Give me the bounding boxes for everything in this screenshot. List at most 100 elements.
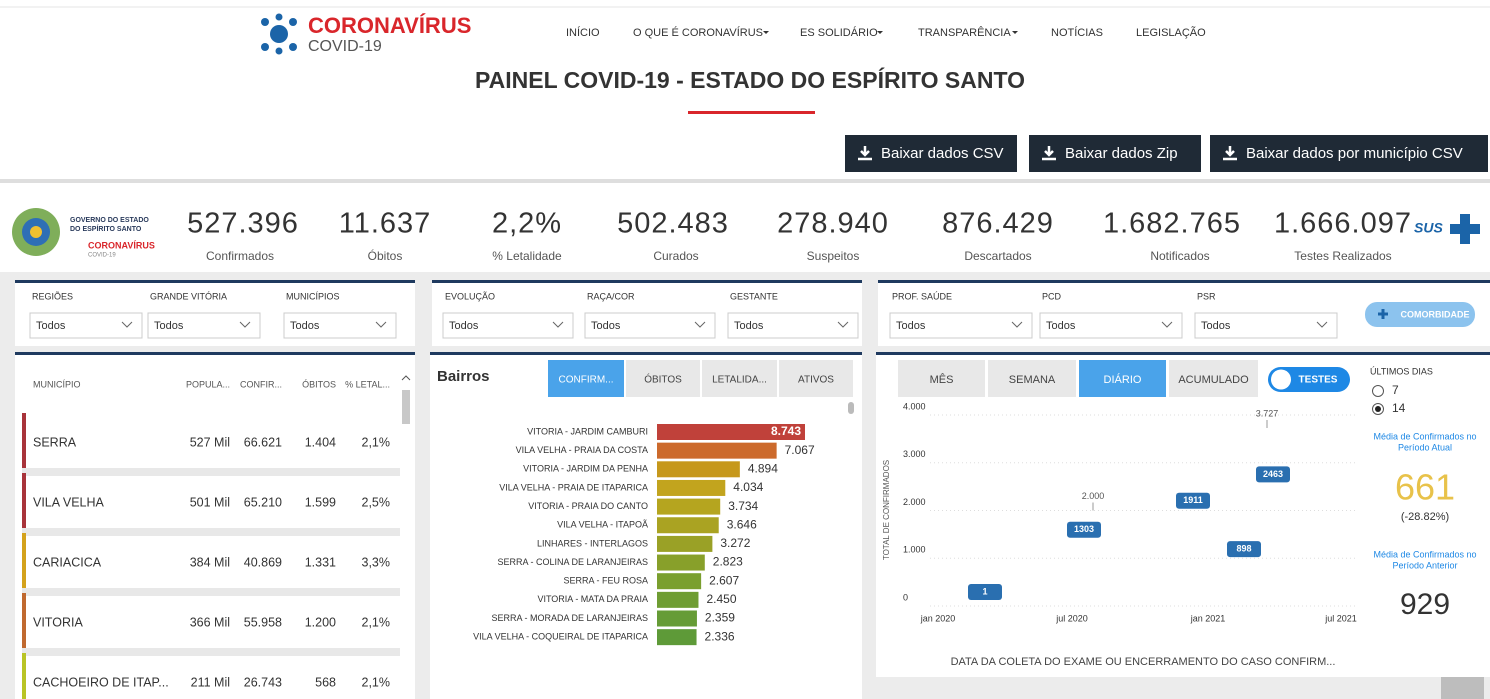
panel-top-border bbox=[15, 280, 415, 283]
stat-value: 278.940 bbox=[777, 208, 889, 240]
filter-label: EVOLUÇÃO bbox=[445, 291, 495, 301]
nav-item[interactable]: O QUE É CORONAVÍRUS bbox=[633, 26, 763, 39]
bar bbox=[657, 629, 697, 646]
cell: 527 Mil bbox=[190, 435, 230, 449]
tab[interactable] bbox=[702, 360, 777, 397]
value-label: 7.067 bbox=[785, 443, 815, 457]
value-label: 3.272 bbox=[720, 536, 750, 550]
cell: 211 Mil bbox=[191, 675, 230, 689]
radio[interactable] bbox=[1372, 385, 1384, 397]
filter-dropdown[interactable] bbox=[283, 312, 397, 339]
bar-label: VITORIA - MATA DA PRAIA bbox=[537, 594, 648, 604]
panel bbox=[876, 352, 1490, 677]
nav-item[interactable]: NOTÍCIAS bbox=[1051, 26, 1103, 39]
filter-value: Todos bbox=[734, 320, 764, 332]
cell: CARIACICA bbox=[33, 555, 102, 569]
download-label: Baixar dados Zip bbox=[1065, 145, 1178, 162]
filter-dropdown[interactable] bbox=[1039, 312, 1183, 339]
value-label: 2.336 bbox=[705, 629, 735, 643]
chevron bbox=[239, 321, 251, 328]
bar-label: VILA VELHA - ITAPOÃ bbox=[557, 520, 648, 530]
value-label: 2.359 bbox=[705, 611, 735, 625]
tab-label: SEMANA bbox=[1009, 374, 1056, 386]
sus: SUS bbox=[1414, 220, 1443, 236]
tab[interactable] bbox=[626, 360, 700, 397]
value-label: 8.743 bbox=[771, 424, 801, 438]
filter-label: REGIÕES bbox=[32, 291, 73, 301]
annotation-label: 1303 bbox=[1074, 524, 1094, 534]
filter-dropdown[interactable] bbox=[29, 312, 143, 339]
tab[interactable] bbox=[779, 360, 853, 397]
plus-icon bbox=[1378, 309, 1388, 319]
filter-dropdown[interactable] bbox=[727, 312, 859, 339]
filter-dropdown[interactable] bbox=[442, 312, 574, 339]
bar-label: VILA VELHA - COQUEIRAL DE ITAPARICA bbox=[473, 632, 648, 642]
tab[interactable] bbox=[898, 360, 985, 397]
annotation-label: 3.727 bbox=[1256, 408, 1279, 418]
current-value: 661 bbox=[1395, 467, 1455, 508]
filter-dropdown[interactable] bbox=[889, 312, 1033, 339]
cell: 40.869 bbox=[244, 555, 282, 569]
value-label: 4.894 bbox=[748, 461, 778, 475]
gov-line: DO ESPÍRITO SANTO bbox=[70, 224, 142, 233]
stat-label: Confirmados bbox=[206, 249, 274, 263]
tab-label: ÓBITOS bbox=[644, 373, 682, 386]
stat-label: Suspeitos bbox=[807, 249, 860, 263]
bar bbox=[657, 442, 777, 459]
cell: 2,1% bbox=[362, 435, 391, 449]
filter-dropdown[interactable] bbox=[1194, 312, 1338, 339]
x-tick-label: jul 2021 bbox=[1324, 613, 1357, 623]
cell: VILA VELHA bbox=[33, 495, 105, 509]
tab[interactable] bbox=[548, 360, 624, 397]
tab[interactable] bbox=[1169, 360, 1258, 397]
row-separator bbox=[22, 528, 400, 536]
nav-item[interactable]: ES SOLIDÁRIO bbox=[800, 26, 878, 39]
y-axis-label: TOTAL DE CONFIRMADOS bbox=[882, 460, 891, 560]
stat-value: 2,2% bbox=[492, 208, 562, 240]
row-color-bar bbox=[22, 473, 26, 528]
row-color-bar bbox=[22, 653, 26, 699]
value-label: 4.034 bbox=[733, 480, 763, 494]
radio-dot bbox=[1375, 406, 1381, 412]
nav-item[interactable]: TRANSPARÊNCIA bbox=[918, 26, 1011, 39]
tab-label: ATIVOS bbox=[798, 375, 834, 386]
filter-dropdown[interactable] bbox=[147, 312, 261, 339]
stat-label: Óbitos bbox=[368, 248, 403, 263]
stat-value: 11.637 bbox=[339, 208, 432, 240]
filter-value: Todos bbox=[154, 320, 184, 332]
brand: CORONAVÍRUS bbox=[308, 13, 471, 38]
gov-crest bbox=[12, 208, 60, 256]
logo-brand: CORONAVÍRUS bbox=[88, 240, 155, 250]
filter-value: Todos bbox=[1046, 320, 1076, 332]
filter-value: Todos bbox=[1201, 320, 1231, 332]
nav-item[interactable]: LEGISLAÇÃO bbox=[1136, 26, 1206, 39]
stat-value: 1.682.765 bbox=[1103, 208, 1241, 240]
cell: CACHOEIRO DE ITAP... bbox=[33, 675, 169, 689]
tab[interactable] bbox=[1079, 360, 1166, 397]
nav-item[interactable]: INÍCIO bbox=[566, 26, 600, 39]
y-tick-label: 3.000 bbox=[903, 449, 926, 459]
annotation-box bbox=[1256, 466, 1290, 483]
previous-label: Período Anterior bbox=[1392, 560, 1457, 570]
chevron bbox=[837, 321, 849, 328]
tab[interactable] bbox=[988, 360, 1076, 397]
download-button[interactable] bbox=[1029, 135, 1201, 172]
filter-value: Todos bbox=[449, 320, 479, 332]
download-button[interactable] bbox=[1210, 135, 1488, 172]
bar bbox=[657, 591, 699, 608]
bar bbox=[657, 573, 702, 590]
radio-label: 14 bbox=[1392, 401, 1406, 415]
filter-dropdown[interactable] bbox=[584, 312, 716, 339]
download-icon bbox=[1223, 146, 1237, 161]
stat-value: 502.483 bbox=[617, 208, 729, 240]
download-icon bbox=[858, 146, 872, 161]
page-title: PAINEL COVID-19 - ESTADO DO ESPÍRITO SAN… bbox=[475, 66, 1025, 93]
panel-top-border bbox=[430, 352, 862, 355]
cell: 26.743 bbox=[244, 675, 282, 689]
panel bbox=[15, 352, 415, 699]
download-button[interactable] bbox=[845, 135, 1017, 172]
value-label: 3.734 bbox=[728, 499, 758, 513]
comorbidade-button[interactable] bbox=[1365, 302, 1475, 327]
value-label: 2.450 bbox=[706, 592, 736, 606]
